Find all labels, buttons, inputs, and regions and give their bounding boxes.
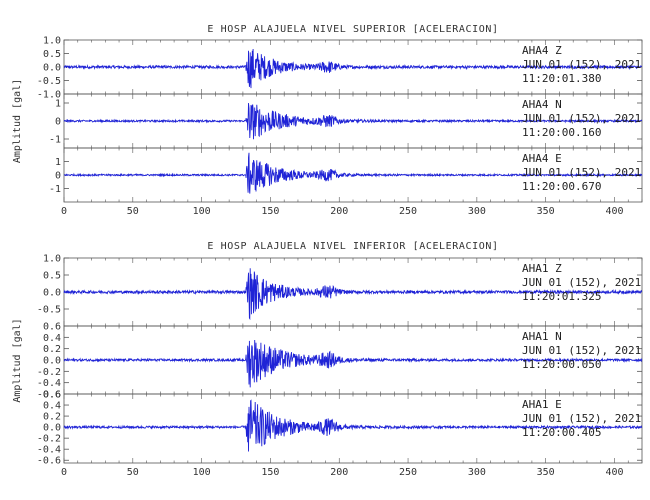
x-tick-label-1-1: 50 xyxy=(127,467,139,478)
x-tick-label-1-4: 200 xyxy=(330,467,348,478)
y-tick-label-0-0-0: 1.0 xyxy=(43,36,61,47)
y-tick-label-0-0-1: 0.5 xyxy=(43,49,61,60)
trace-station-0-0: AHA4 Z xyxy=(522,44,562,57)
y-tick-label-1-1-2: 0.2 xyxy=(43,344,61,355)
y-tick-label-1-1-3: 0.0 xyxy=(43,356,61,367)
trace-date-1-1: JUN 01 (152), 2021 xyxy=(522,344,641,357)
waveform-0-2 xyxy=(63,152,643,194)
chart-title-0: E HOSP ALAJUELA NIVEL SUPERIOR [ACELERAC… xyxy=(207,24,498,35)
x-tick-label-1-7: 350 xyxy=(537,467,555,478)
y-tick-label-0-1-0: 1 xyxy=(55,99,61,110)
trace-time-1-0: 11:20:01.325 xyxy=(522,290,601,303)
trace-time-1-2: 11:20:00.405 xyxy=(522,426,601,439)
x-tick-label-0-8: 400 xyxy=(605,206,623,217)
waveform-1-1 xyxy=(63,339,643,388)
x-tick-label-1-3: 150 xyxy=(261,467,279,478)
trace-date-0-2: JUN 01 (152), 2021 xyxy=(522,166,641,179)
y-axis-label-1: Amplitud [gal] xyxy=(12,318,23,402)
waveform-0-0 xyxy=(63,48,642,89)
y-tick-label-1-2-3: 0.0 xyxy=(43,423,61,434)
y-tick-label-0-0-3: -0.5 xyxy=(37,76,61,87)
y-tick-label-0-2-2: -1 xyxy=(49,184,61,195)
y-tick-label-1-1-5: -0.4 xyxy=(37,378,61,389)
trace-time-0-2: 11:20:00.670 xyxy=(522,180,601,193)
x-tick-label-0-6: 300 xyxy=(468,206,486,217)
y-tick-label-0-1-2: -1 xyxy=(49,135,61,146)
trace-date-0-1: JUN 01 (152), 2021 xyxy=(522,112,641,125)
x-tick-label-1-2: 100 xyxy=(193,467,211,478)
trace-time-0-1: 11:20:00.160 xyxy=(522,126,601,139)
chart-title-1: E HOSP ALAJUELA NIVEL INFERIOR [ACELERAC… xyxy=(207,241,498,252)
y-tick-label-0-2-0: 1 xyxy=(55,157,61,168)
x-tick-label-0-5: 250 xyxy=(399,206,417,217)
x-tick-label-0-3: 150 xyxy=(261,206,279,217)
x-tick-label-1-6: 300 xyxy=(468,467,486,478)
trace-date-1-2: JUN 01 (152), 2021 xyxy=(522,412,641,425)
y-tick-label-1-1-0: 0.6 xyxy=(43,322,61,333)
y-tick-label-0-0-4: -1.0 xyxy=(37,90,61,101)
waveform-0-1 xyxy=(63,103,643,140)
y-tick-label-1-2-5: -0.4 xyxy=(37,445,61,456)
waveform-1-2 xyxy=(63,399,643,452)
y-tick-label-1-1-1: 0.4 xyxy=(43,333,61,344)
y-tick-label-1-0-3: -0.5 xyxy=(37,305,61,316)
y-axis-label-0: Amplitud [gal] xyxy=(12,79,23,163)
x-tick-label-0-0: 0 xyxy=(61,206,67,217)
trace-time-1-1: 11:20:00.050 xyxy=(522,358,601,371)
x-tick-label-0-1: 50 xyxy=(127,206,139,217)
y-tick-label-1-2-0: 0.6 xyxy=(43,390,61,401)
y-tick-label-1-2-6: -0.6 xyxy=(37,456,61,467)
y-tick-label-1-2-2: 0.2 xyxy=(43,412,61,423)
x-tick-label-0-7: 350 xyxy=(537,206,555,217)
trace-station-0-1: AHA4 N xyxy=(522,98,562,111)
x-tick-label-1-5: 250 xyxy=(399,467,417,478)
x-tick-label-1-0: 0 xyxy=(61,467,67,478)
y-tick-label-1-2-4: -0.2 xyxy=(37,434,61,445)
waveform-1-0 xyxy=(63,268,643,321)
trace-station-0-2: AHA4 E xyxy=(522,152,562,165)
trace-time-0-0: 11:20:01.380 xyxy=(522,72,601,85)
y-tick-label-1-1-4: -0.2 xyxy=(37,367,61,378)
y-tick-label-1-0-0: 1.0 xyxy=(43,254,61,265)
x-tick-label-0-4: 200 xyxy=(330,206,348,217)
trace-station-1-2: AHA1 E xyxy=(522,398,562,411)
trace-date-1-0: JUN 01 (152), 2021 xyxy=(522,276,641,289)
y-tick-label-1-0-2: 0.0 xyxy=(43,288,61,299)
y-tick-label-1-2-1: 0.4 xyxy=(43,401,61,412)
y-tick-label-1-1-6: -0.6 xyxy=(37,390,61,401)
x-tick-label-1-8: 400 xyxy=(605,467,623,478)
trace-date-0-0: JUN 01 (152), 2021 xyxy=(522,58,641,71)
y-tick-label-0-2-1: 0 xyxy=(55,171,61,182)
trace-station-1-1: AHA1 N xyxy=(522,330,562,343)
y-tick-label-0-1-1: 0 xyxy=(55,117,61,128)
y-tick-label-0-0-2: 0.0 xyxy=(43,63,61,74)
x-tick-label-0-2: 100 xyxy=(193,206,211,217)
trace-station-1-0: AHA1 Z xyxy=(522,262,562,275)
y-tick-label-1-0-1: 0.5 xyxy=(43,271,61,282)
